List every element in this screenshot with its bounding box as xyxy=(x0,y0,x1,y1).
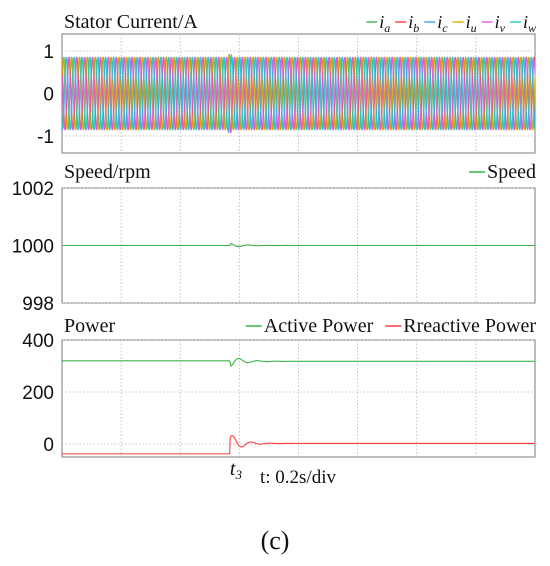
series-line-ia xyxy=(61,53,536,131)
panel-title: Power xyxy=(64,315,115,337)
y-tick-label: 1 xyxy=(43,42,54,63)
legend-label: ic xyxy=(437,12,448,35)
plot-frame xyxy=(61,339,536,458)
series-line-iw xyxy=(61,54,536,131)
legend-label: iv xyxy=(495,12,506,35)
chart-panel-3: 400 200 0 Power Rreactive Power Active Power xyxy=(22,315,536,458)
y-tick-label: 0 xyxy=(43,85,54,106)
legend-label: iw xyxy=(523,12,536,35)
chart-panel-2: 1002 1000 998 Speed/rpm Speed xyxy=(12,161,536,315)
series-line-rreactive-power xyxy=(62,435,535,455)
legend-label: Rreactive Power xyxy=(403,315,536,337)
y-tick-label: 200 xyxy=(22,383,54,404)
legend: Rreactive Power Active Power xyxy=(245,315,536,337)
series-line-ib xyxy=(61,56,536,134)
y-tick-label: -1 xyxy=(37,127,54,148)
series-line-speed xyxy=(62,243,535,248)
legend-label: iu xyxy=(466,12,477,35)
y-tick-label: 1002 xyxy=(12,179,54,200)
legend-label: Active Power xyxy=(264,315,374,337)
legend-label: ia xyxy=(379,12,390,35)
figure-label: (c) xyxy=(261,526,290,555)
series-line-iv xyxy=(61,57,536,134)
panel-title: Stator Current/A xyxy=(64,11,198,33)
legend-label: ib xyxy=(408,12,419,35)
x-axis-label: t: 0.2s/div xyxy=(260,467,337,488)
y-tick-label: 400 xyxy=(22,331,54,352)
series-line-active-power xyxy=(62,357,535,367)
legend-label: Speed xyxy=(487,161,536,183)
legend: Speed xyxy=(469,161,536,183)
series-line-ic xyxy=(61,56,536,134)
y-tick-label: 1000 xyxy=(12,237,54,258)
panel-title: Speed/rpm xyxy=(64,161,151,183)
y-tick-label: 0 xyxy=(43,435,54,456)
event-marker-label: t3 xyxy=(230,458,243,482)
y-tick-label: 998 xyxy=(22,294,54,315)
